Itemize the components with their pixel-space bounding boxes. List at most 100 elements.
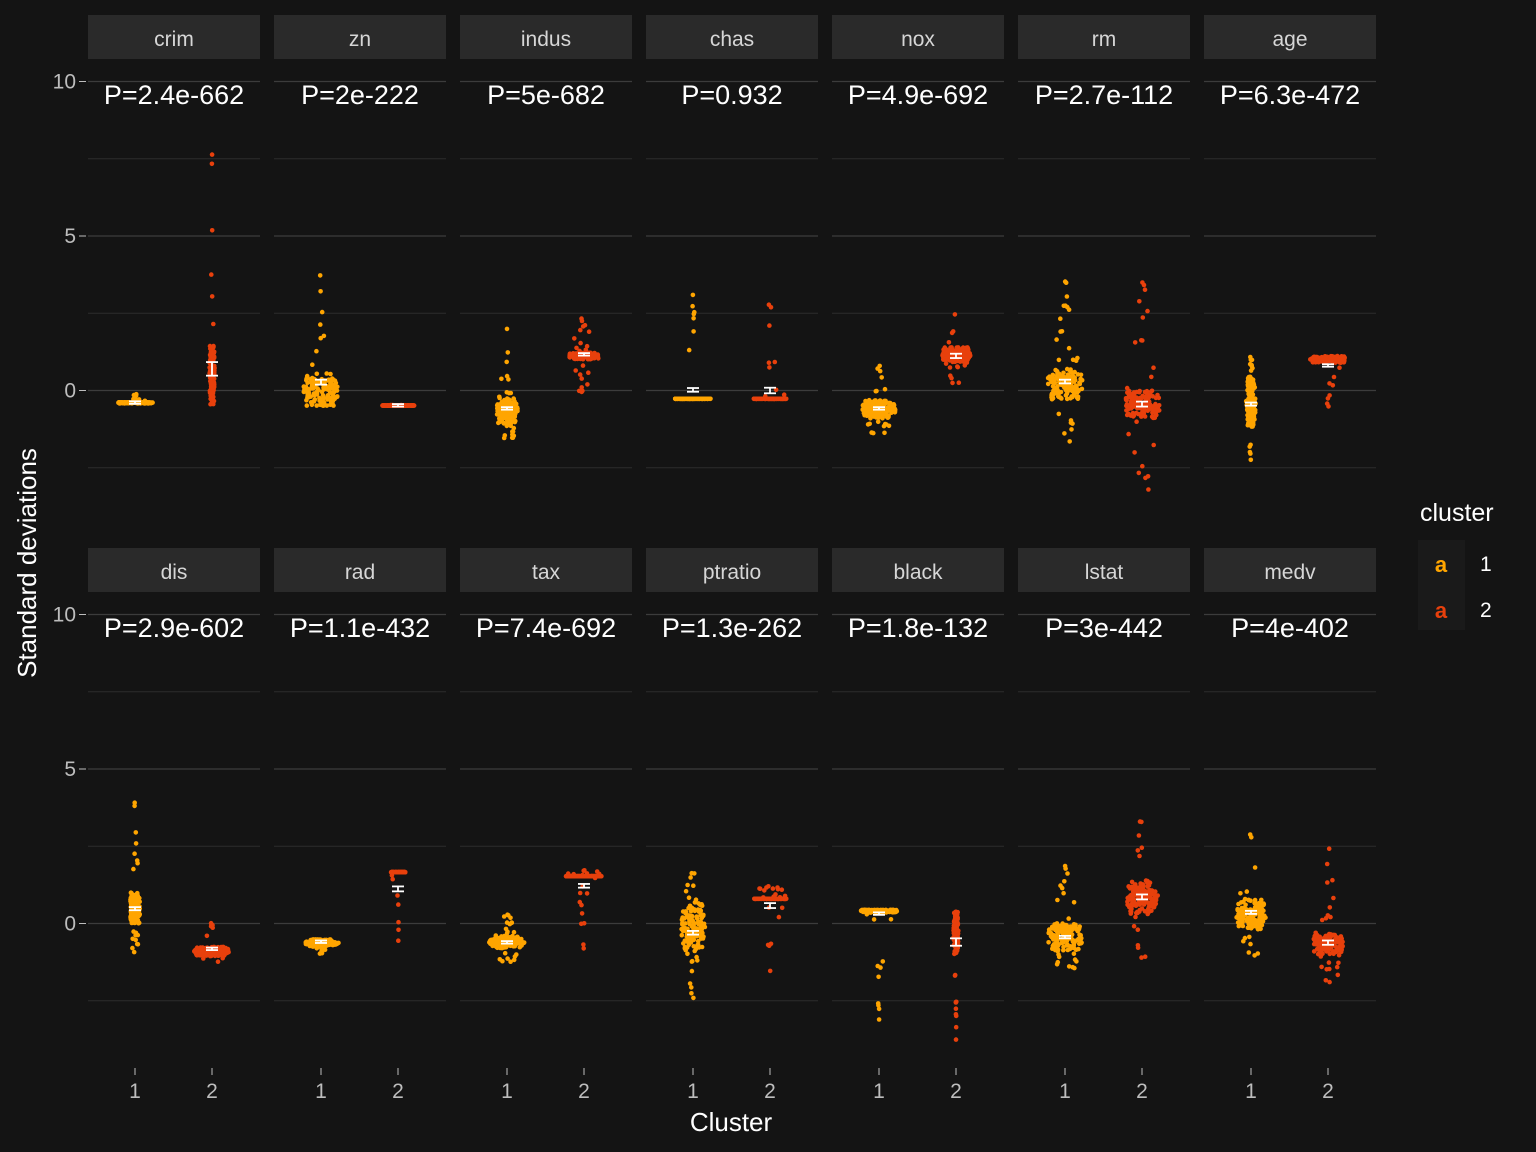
data-point (953, 1037, 959, 1042)
data-point (1069, 427, 1074, 432)
data-point (1153, 395, 1159, 401)
data-point (578, 340, 583, 346)
y-tick-label: 0 (64, 380, 76, 403)
data-point (514, 941, 519, 946)
data-point (686, 942, 692, 948)
data-point (1327, 393, 1332, 398)
p-value-label: P=4.9e-692 (848, 80, 988, 110)
p-value-label: P=2.7e-112 (1035, 80, 1173, 110)
data-point (1064, 943, 1070, 948)
data-point (220, 950, 226, 956)
data-point (700, 930, 705, 936)
data-point (320, 393, 326, 398)
data-point (1245, 384, 1251, 389)
data-point (1075, 936, 1081, 942)
data-point (1056, 394, 1062, 400)
data-point (332, 378, 338, 384)
data-point (1066, 307, 1072, 313)
data-point (690, 292, 696, 298)
cluster-2-points (388, 869, 408, 943)
cluster-1-points (301, 273, 340, 408)
data-point (876, 1003, 881, 1008)
data-point (866, 405, 872, 410)
data-point (321, 333, 327, 339)
data-point (567, 352, 572, 358)
data-point (956, 346, 962, 351)
data-point (1054, 373, 1059, 379)
data-point (520, 940, 526, 945)
data-point (767, 396, 772, 402)
data-point (318, 289, 323, 294)
error-bar-cluster-1 (129, 906, 141, 912)
error-bar-cluster-2 (764, 386, 776, 395)
data-point (952, 911, 958, 917)
data-point (579, 318, 585, 324)
data-point (779, 905, 785, 911)
data-point (328, 395, 334, 401)
facet-strip-label: black (893, 561, 943, 584)
data-point (768, 305, 774, 310)
data-point (1063, 387, 1069, 393)
data-point (317, 273, 323, 278)
error-bar-cluster-2 (206, 361, 218, 377)
data-point (877, 410, 882, 416)
y-tick-label: 5 (64, 225, 76, 248)
data-point (700, 396, 705, 402)
data-point (689, 991, 694, 996)
data-point (1136, 833, 1142, 838)
data-point (1127, 904, 1132, 910)
data-point (1244, 889, 1250, 894)
data-point (396, 919, 401, 925)
data-point (1142, 954, 1148, 959)
data-point (314, 403, 320, 408)
data-point (773, 892, 778, 897)
data-point (683, 888, 689, 894)
legend-key-1: a (1435, 552, 1448, 577)
data-point (209, 345, 215, 351)
data-point (1255, 926, 1261, 932)
data-point (1324, 861, 1330, 867)
data-point (695, 942, 701, 948)
facet-panel-nox: nox P=4.9e-692 (832, 15, 1004, 469)
data-point (311, 379, 316, 385)
data-point (511, 957, 517, 963)
data-point (1331, 374, 1337, 380)
p-value-label: P=1.3e-262 (662, 613, 802, 643)
data-point (1061, 370, 1066, 376)
data-point (305, 392, 311, 397)
data-point (1331, 895, 1336, 901)
data-point (885, 415, 891, 421)
data-point (691, 944, 696, 949)
data-point (1074, 395, 1080, 400)
data-point (1054, 933, 1060, 938)
error-bar-cluster-1 (873, 911, 885, 916)
data-point (689, 968, 695, 974)
data-point (952, 948, 957, 954)
data-point (876, 974, 881, 980)
error-bar-cluster-2 (1136, 400, 1148, 408)
data-point (598, 873, 603, 879)
data-point (1236, 923, 1242, 929)
data-point (1323, 356, 1328, 362)
data-point (496, 935, 502, 941)
data-point (1146, 904, 1152, 909)
data-point (1236, 901, 1241, 907)
data-point (692, 900, 698, 905)
data-point (1070, 357, 1076, 363)
data-point (680, 915, 685, 920)
p-value-label: P=2.9e-602 (104, 613, 244, 643)
data-point (1259, 897, 1264, 903)
data-point (1156, 403, 1162, 408)
data-point (576, 388, 582, 394)
data-point (1148, 389, 1154, 395)
data-point (1150, 415, 1156, 421)
cluster-1-points (1243, 354, 1258, 463)
data-point (499, 400, 504, 406)
data-point (950, 329, 956, 334)
data-point (685, 951, 690, 957)
p-value-label: P=2.4e-662 (104, 80, 244, 110)
facet-strip-label: zn (349, 28, 371, 51)
data-point (510, 401, 516, 407)
facet-strip-label: chas (710, 28, 754, 51)
data-point (215, 959, 221, 964)
